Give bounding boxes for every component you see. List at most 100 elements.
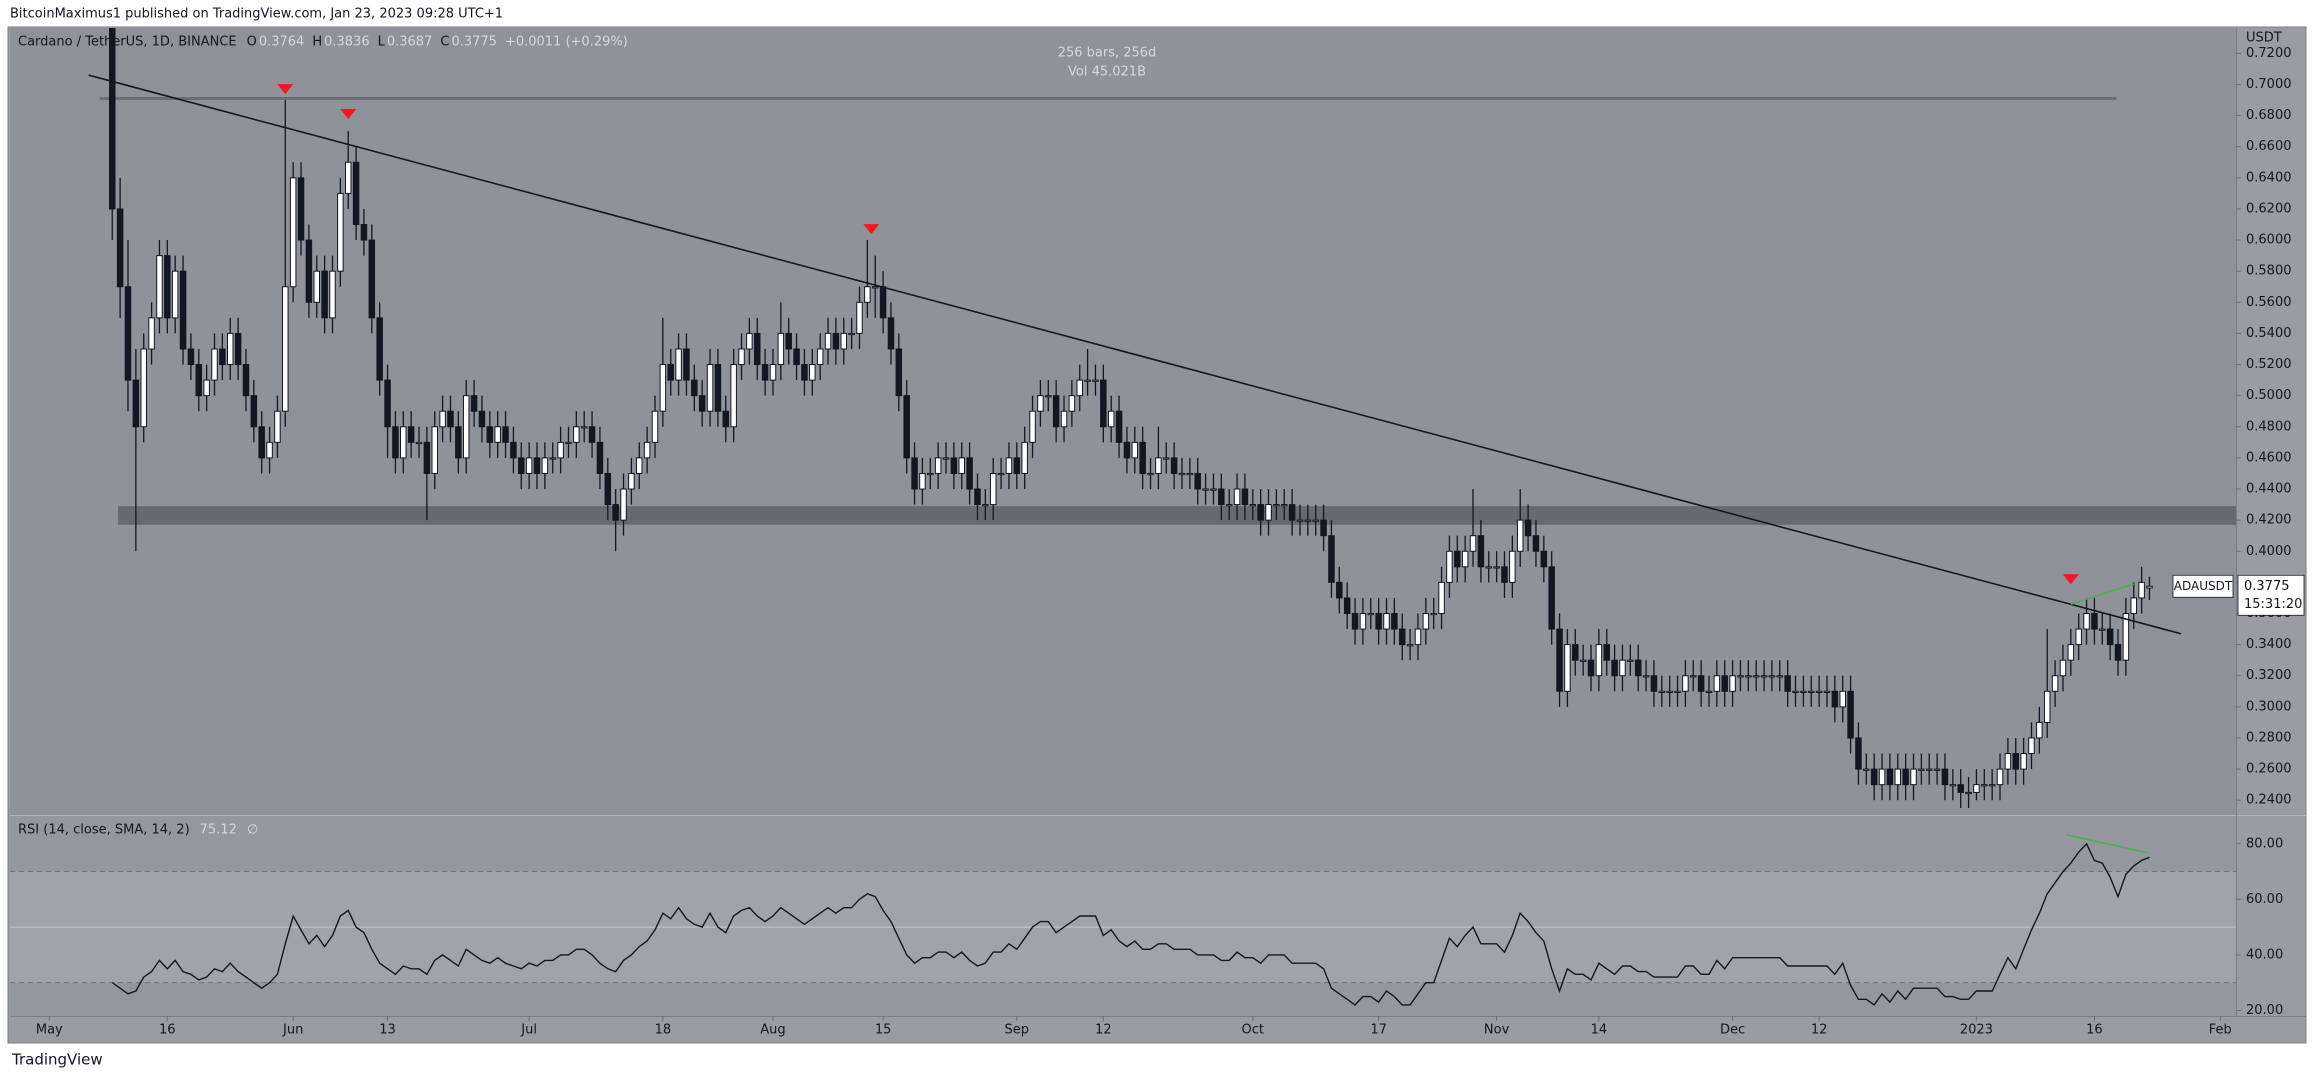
candle-body [1202,488,1209,491]
candle-body [368,239,376,319]
candle-body [1713,675,1721,692]
candle-body [1894,768,1902,786]
support-zone [118,506,2236,525]
candle-body [1037,395,1044,412]
candle-body [746,332,753,350]
candle-body [1572,644,1579,661]
candle-body [942,457,950,460]
candle-body [494,426,501,443]
candle-body [2075,628,2082,646]
candle-body [1949,784,1957,787]
candle-body [423,441,431,474]
y-axis-label: USDT [2246,31,2282,46]
candle-body [950,457,958,474]
candle-body [1052,395,1060,428]
candle-body [604,472,612,506]
candle-body [289,177,297,288]
candle-body [407,426,415,443]
y-tick-label: 0.5400 [2246,326,2292,341]
candle-body [1548,566,1555,630]
candle-body [1831,690,1839,708]
candle-body [116,208,124,288]
candle-body [683,348,690,381]
candle-body [1941,768,1949,786]
candle-body [1752,675,1760,678]
candle-body [352,161,360,225]
peak-marker [277,84,294,95]
candle-body [1737,675,1744,678]
candle-body [1658,690,1666,693]
candle-body [478,410,486,428]
rsi-line [111,842,2150,1006]
candle-body [219,348,226,366]
candle-body [533,457,541,474]
candle-body [871,286,879,289]
candle-body [2028,737,2035,755]
candle-body [651,410,659,443]
candle-body [140,348,147,428]
candle-body [1194,472,1201,490]
candle-body [329,270,336,319]
candle-body [2122,612,2130,661]
candle-body [769,364,777,381]
candle-body [470,395,478,412]
candle-body [549,457,556,460]
ohlc-label: O [247,35,257,50]
candle-body [573,426,580,443]
candle-body [1170,457,1178,474]
candle-body [447,410,454,428]
candle-body [510,441,517,459]
candle-body [982,504,989,507]
candle-body [895,348,903,397]
y-tick-label: 0.4800 [2246,419,2292,434]
peak-marker [2062,574,2079,585]
candle-body [1485,566,1493,569]
candle-body [1005,457,1013,474]
y-tick-label: 0.2600 [2246,762,2292,777]
candle-body [1477,535,1485,568]
candle-body [242,364,250,397]
candle-body [785,332,792,350]
candle-body [1603,644,1610,661]
candle-body [1650,675,1658,692]
candle-body [1690,675,1697,678]
ohlc-label: H [312,35,322,50]
candle-body [1619,659,1626,677]
ohlc-value: 0.3687 [387,35,433,50]
rsi-title: RSI (14, close, SMA, 14, 2) [18,823,190,838]
candle-body [1855,737,1862,770]
candle-body [1131,441,1139,459]
candle-body [1296,519,1304,522]
candle-body [1359,612,1367,630]
candle-body [1509,550,1516,583]
candle-body [1312,519,1319,522]
candle-body [1265,504,1272,521]
price-divergence [2070,583,2134,605]
candle-body [187,348,195,366]
candle-body [439,410,446,428]
candle-body [1021,441,1028,474]
candle-body [1933,768,1941,771]
y-tick-label: 0.6800 [2246,108,2292,123]
candle-body [2091,612,2098,630]
candle-body [1611,659,1618,677]
candle-body [1516,519,1524,552]
candle-body [997,472,1005,476]
tradingview-logo: TradingView [11,1051,103,1069]
last-price: 0.3775 [2244,579,2290,594]
candle-body [557,441,564,459]
candle-body [321,270,328,319]
candle-body [1705,690,1713,693]
candle-body [1084,379,1091,382]
x-tick-label: Sep [1005,1023,1030,1038]
y-tick-label: 0.5800 [2246,264,2292,279]
y-tick-label: 0.7200 [2246,46,2292,61]
candle-body [171,270,179,319]
candle-body [132,379,140,428]
candle-body [809,364,816,381]
candle-body [1430,612,1437,616]
candle-body [2130,597,2137,614]
candle-body [541,457,549,474]
candle-body [1918,768,1925,771]
candle-body [1721,675,1728,692]
